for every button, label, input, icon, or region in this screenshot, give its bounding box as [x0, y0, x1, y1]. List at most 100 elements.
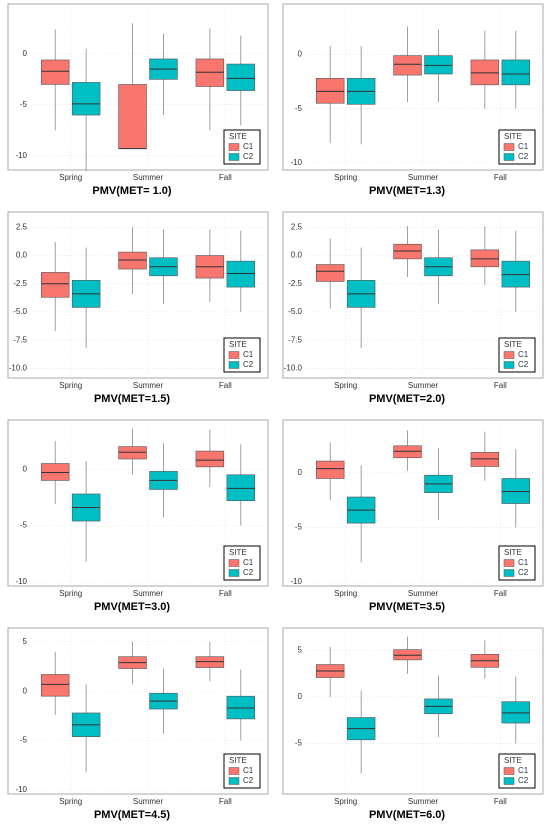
legend-swatch	[228, 143, 240, 151]
x-tick-label: Spring	[59, 381, 82, 390]
legend-swatch	[228, 569, 240, 577]
legend-title: SITE	[229, 132, 247, 141]
box	[40, 674, 70, 697]
x-tick-label: Spring	[334, 589, 357, 598]
chart-title: PMV(MET=1.3)	[369, 185, 445, 197]
legend-label: C2	[518, 152, 529, 161]
y-tick-label: 0.0	[16, 251, 28, 260]
box	[118, 84, 147, 149]
box	[470, 249, 500, 268]
y-tick-label: 0	[23, 686, 28, 695]
panel: -10.0 -7.5 -5.0 -2.5 0.0 2.5 Spring Summer Fall S…	[7, 211, 269, 405]
legend-label: C1	[243, 350, 254, 359]
x-tick-label: Summer	[133, 797, 164, 806]
x-tick-label: Spring	[59, 173, 82, 182]
legend-label: C1	[243, 142, 254, 151]
box	[195, 450, 225, 468]
legend-swatch	[228, 559, 240, 567]
y-tick-label: 2.5	[291, 222, 303, 231]
legend-swatch	[503, 569, 515, 577]
legend-label: C2	[518, 360, 529, 369]
chart-title: PMV(MET=4.5)	[94, 809, 170, 821]
legend-label: C1	[243, 558, 254, 567]
legend-swatch	[503, 153, 515, 161]
legend-swatch	[503, 143, 515, 151]
x-tick-label: Fall	[494, 589, 507, 598]
y-tick-label: 5	[298, 646, 303, 655]
x-tick-label: Spring	[334, 381, 357, 390]
y-tick-label: -7.5	[13, 335, 27, 344]
box	[40, 463, 70, 481]
legend-title: SITE	[504, 548, 522, 557]
x-tick-label: Spring	[59, 589, 82, 598]
y-tick-label: -5	[20, 521, 28, 530]
x-tick-label: Spring	[334, 797, 357, 806]
legend-swatch	[228, 351, 240, 359]
legend-swatch	[228, 153, 240, 161]
x-tick-label: Fall	[219, 381, 232, 390]
box	[501, 260, 531, 288]
x-tick-label: Spring	[59, 797, 82, 806]
box	[118, 251, 147, 270]
box	[226, 474, 256, 502]
y-tick-label: -10	[290, 577, 302, 586]
x-tick-label: Summer	[408, 173, 439, 182]
box	[118, 446, 147, 460]
legend-title: SITE	[504, 756, 522, 765]
box	[393, 243, 422, 260]
legend-swatch	[228, 767, 240, 775]
y-tick-label: -2.5	[13, 279, 27, 288]
box	[195, 58, 225, 87]
chart-title: PMV(MET=3.5)	[369, 601, 445, 613]
legend-label: C2	[243, 360, 254, 369]
box	[393, 445, 422, 459]
y-tick-label: 0	[23, 49, 28, 58]
y-tick-label: 0	[23, 464, 28, 473]
legend-label: C1	[243, 766, 254, 775]
legend-label: C2	[243, 568, 254, 577]
legend-title: SITE	[229, 340, 247, 349]
legend-swatch	[503, 777, 515, 785]
x-tick-label: Summer	[133, 381, 164, 390]
legend-label: C2	[243, 776, 254, 785]
box	[393, 55, 422, 76]
chart-title: PMV(MET=3.0)	[94, 601, 170, 613]
y-tick-label: -10.0	[9, 363, 28, 372]
y-tick-label: 5	[23, 637, 28, 646]
box	[40, 59, 70, 85]
y-tick-label: -10	[15, 151, 27, 160]
y-tick-label: -5.0	[13, 307, 27, 316]
y-tick-label: -5	[20, 736, 28, 745]
x-tick-label: Fall	[494, 173, 507, 182]
x-tick-label: Summer	[133, 173, 164, 182]
y-tick-label: -5	[295, 739, 303, 748]
legend-label: C2	[518, 568, 529, 577]
x-tick-label: Fall	[219, 173, 232, 182]
panel: -10.0 -7.5 -5.0 -2.5 0.0 2.5 Spring Summer Fall S…	[282, 211, 544, 405]
legend-label: C1	[518, 142, 529, 151]
y-tick-label: -10.0	[284, 363, 303, 372]
x-tick-label: Summer	[408, 797, 439, 806]
y-tick-label: 0	[298, 692, 303, 701]
legend-swatch	[228, 361, 240, 369]
legend-label: C2	[518, 776, 529, 785]
x-tick-label: Summer	[408, 589, 439, 598]
legend-label: C2	[243, 152, 254, 161]
box	[501, 59, 531, 86]
box	[315, 78, 345, 104]
legend-title: SITE	[504, 340, 522, 349]
y-tick-label: 0	[298, 468, 303, 477]
y-tick-label: -10	[290, 158, 302, 167]
legend-swatch	[503, 767, 515, 775]
box	[424, 55, 453, 75]
x-tick-label: Fall	[494, 797, 507, 806]
